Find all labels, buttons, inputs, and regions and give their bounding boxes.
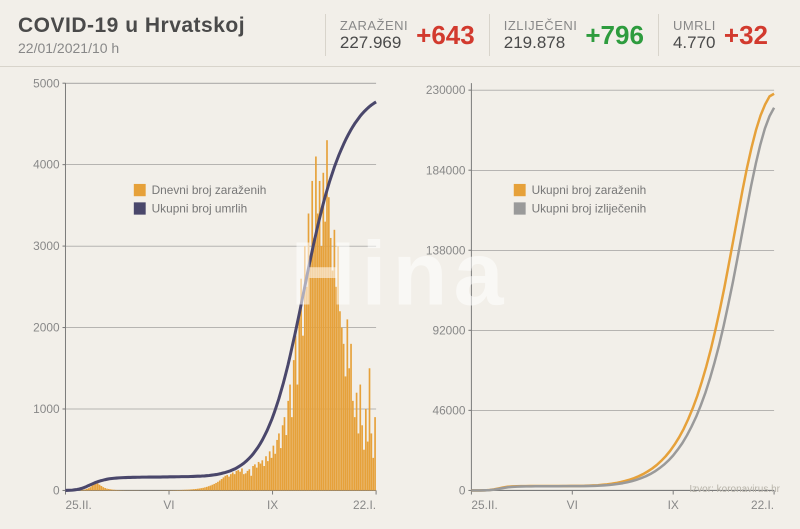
svg-text:Ukupni broj umrlih: Ukupni broj umrlih <box>152 201 248 215</box>
chart-left: 0 1000 2000 3000 4000 5000 25.II. VI IX 22.I. Dnev… <box>18 75 384 515</box>
svg-text:Ukupni broj izliječenih: Ukupni broj izliječenih <box>532 201 647 215</box>
svg-text:22.I.: 22.I. <box>751 498 774 512</box>
stat-delta: +796 <box>585 20 644 51</box>
stat-delta: +643 <box>416 20 475 51</box>
stat-left: IZLIJEČENI219.878 <box>504 18 578 53</box>
stats-row: ZARAŽENI227.969+643IZLIJEČENI219.878+796… <box>325 14 782 56</box>
stat-total: 227.969 <box>340 33 408 53</box>
svg-text:46000: 46000 <box>432 403 465 417</box>
svg-text:22.I.: 22.I. <box>353 498 376 512</box>
svg-text:230000: 230000 <box>426 83 466 97</box>
svg-text:VI: VI <box>567 498 578 512</box>
svg-text:3000: 3000 <box>33 239 60 253</box>
svg-text:25.II.: 25.II. <box>471 498 497 512</box>
stat-block: ZARAŽENI227.969 +643 <box>325 14 489 56</box>
svg-text:0: 0 <box>459 483 466 497</box>
svg-text:VI: VI <box>163 498 174 512</box>
chart-right: 0 46000 92000 138000 184000 230000 25.II. VI IX 2… <box>416 75 782 515</box>
stat-left: UMRLI4.770 <box>673 18 716 53</box>
svg-text:2000: 2000 <box>33 320 60 334</box>
title-block: COVID-19 u Hrvatskoj 22/01/2021/10 h <box>18 14 325 56</box>
svg-text:Dnevni broj zaraženih: Dnevni broj zaraženih <box>152 183 267 197</box>
svg-text:138000: 138000 <box>426 243 466 257</box>
stat-label: UMRLI <box>673 18 716 33</box>
page-title: COVID-19 u Hrvatskoj <box>18 14 325 38</box>
stat-block: UMRLI4.770 +32 <box>658 14 782 56</box>
svg-text:Ukupni broj zaraženih: Ukupni broj zaraženih <box>532 183 647 197</box>
svg-text:IX: IX <box>668 498 679 512</box>
svg-text:0: 0 <box>53 483 60 497</box>
source-text: Izvor: koronavirus.hr <box>689 484 780 495</box>
timestamp: 22/01/2021/10 h <box>18 40 325 56</box>
svg-text:IX: IX <box>267 498 278 512</box>
svg-text:184000: 184000 <box>426 163 466 177</box>
svg-text:4000: 4000 <box>33 158 60 172</box>
svg-text:92000: 92000 <box>432 323 465 337</box>
header: COVID-19 u Hrvatskoj 22/01/2021/10 h ZAR… <box>0 0 800 67</box>
stat-label: IZLIJEČENI <box>504 18 578 33</box>
stat-label: ZARAŽENI <box>340 18 408 33</box>
stat-total: 4.770 <box>673 33 716 53</box>
stat-left: ZARAŽENI227.969 <box>340 18 408 53</box>
svg-text:1000: 1000 <box>33 402 60 416</box>
stat-block: IZLIJEČENI219.878+796 <box>489 14 658 56</box>
svg-text:25.II.: 25.II. <box>65 498 91 512</box>
stat-delta: +32 <box>724 20 768 51</box>
svg-text:5000: 5000 <box>33 76 60 90</box>
charts-row: 0 1000 2000 3000 4000 5000 25.II. VI IX 22.I. Dnev… <box>0 67 800 527</box>
stat-total: 219.878 <box>504 33 578 53</box>
